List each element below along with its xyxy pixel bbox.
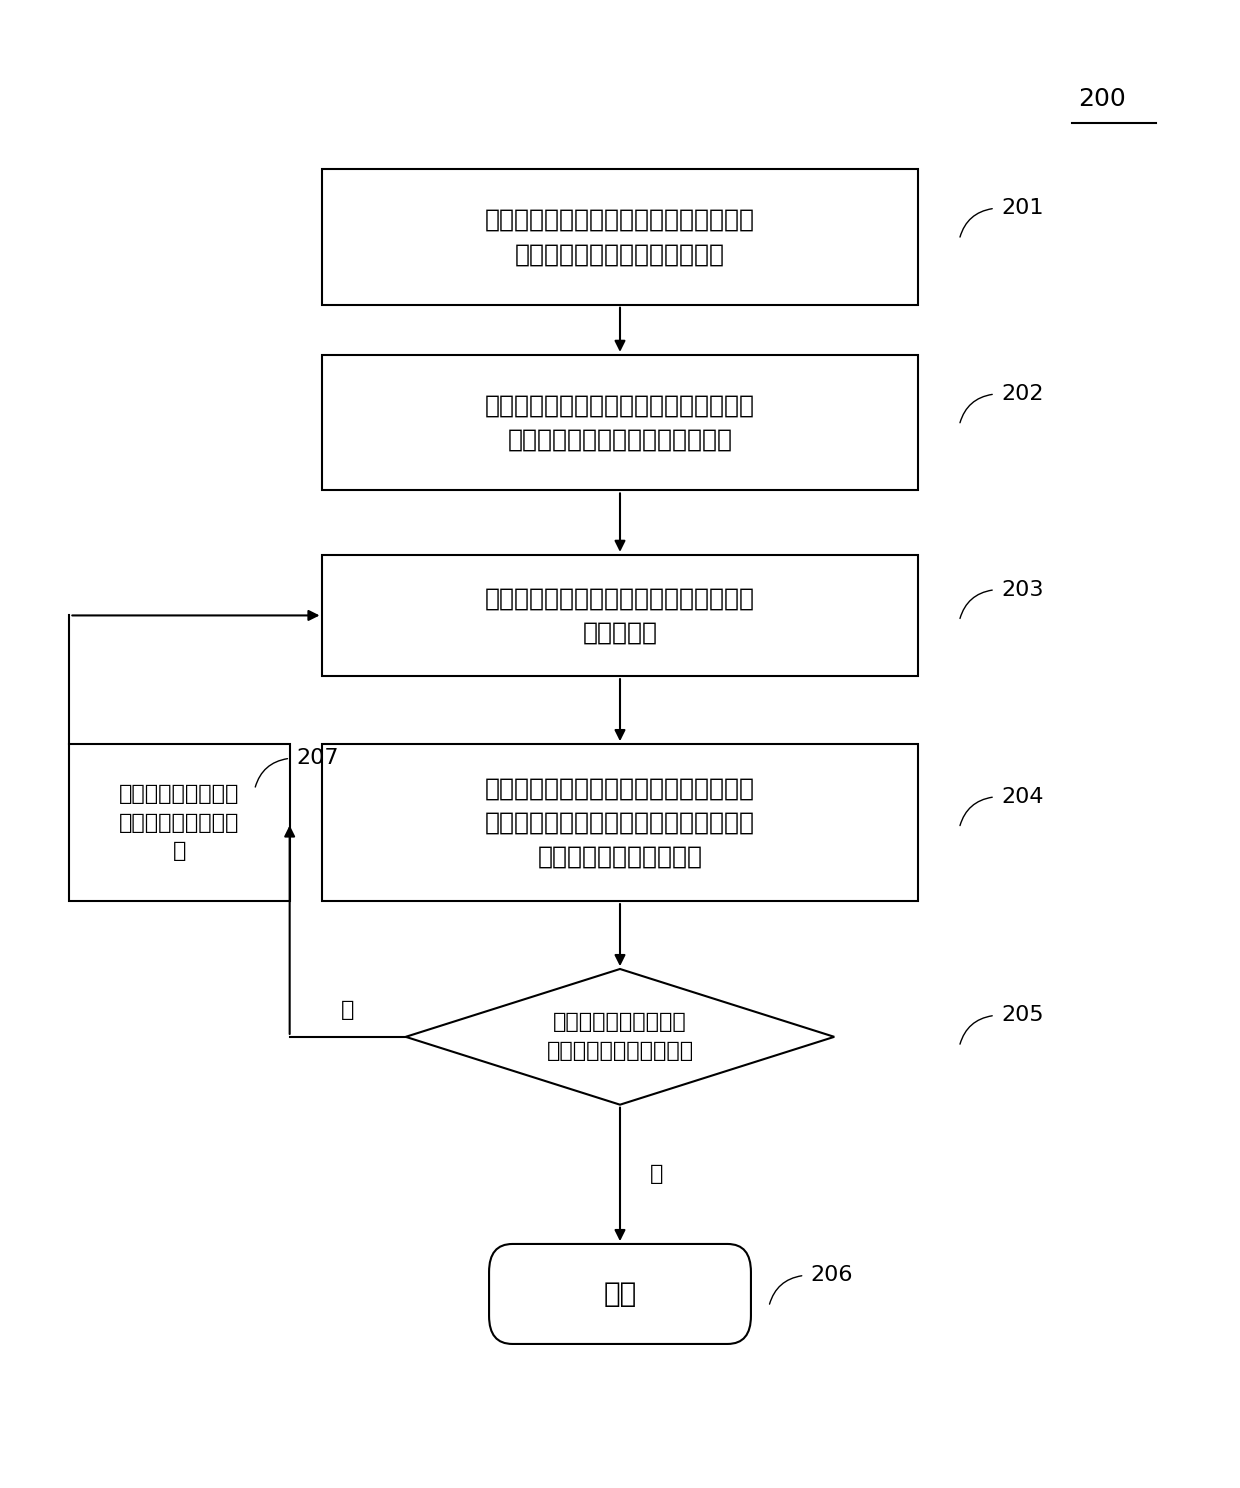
Text: 结束: 结束	[604, 1280, 636, 1308]
Text: 201: 201	[1001, 198, 1043, 219]
Text: 将当前参考位置信息
作为初始参考位置信
息: 将当前参考位置信息 作为初始参考位置信 息	[119, 784, 239, 862]
Text: 否: 否	[341, 1000, 355, 1019]
Text: 200: 200	[1079, 86, 1126, 112]
Text: 响应于接收到运行控制指令，获取机器人
的初始位置信息和目标位置信息: 响应于接收到运行控制指令，获取机器人 的初始位置信息和目标位置信息	[485, 208, 755, 266]
Text: 206: 206	[811, 1265, 853, 1286]
Polygon shape	[405, 969, 835, 1104]
Text: 205: 205	[1001, 1006, 1044, 1025]
FancyBboxPatch shape	[69, 744, 290, 902]
Text: 204: 204	[1001, 787, 1043, 806]
Text: 确定当前参考位置信息
是否是目标参考位置信息: 确定当前参考位置信息 是否是目标参考位置信息	[547, 1012, 693, 1061]
FancyBboxPatch shape	[322, 744, 918, 902]
Text: 202: 202	[1001, 384, 1043, 405]
FancyBboxPatch shape	[322, 555, 918, 676]
Text: 基于初始参考位置信息、所获取的当前实
际位置信息和当前理论位置信息，确定机
器人的当前参考位置信息: 基于初始参考位置信息、所获取的当前实 际位置信息和当前理论位置信息，确定机 器人…	[485, 777, 755, 869]
FancyBboxPatch shape	[489, 1244, 751, 1344]
Text: 是: 是	[650, 1164, 663, 1184]
Text: 确定机器人在创建的参考坐标系中的初始
参考位置信息和目标参考位置信息: 确定机器人在创建的参考坐标系中的初始 参考位置信息和目标参考位置信息	[485, 393, 755, 452]
Text: 获取机器人的当前实际位置信息和当前理
论位置信息: 获取机器人的当前实际位置信息和当前理 论位置信息	[485, 586, 755, 644]
FancyBboxPatch shape	[322, 170, 918, 305]
Text: 203: 203	[1001, 580, 1043, 600]
FancyBboxPatch shape	[322, 354, 918, 491]
Text: 207: 207	[296, 748, 339, 768]
